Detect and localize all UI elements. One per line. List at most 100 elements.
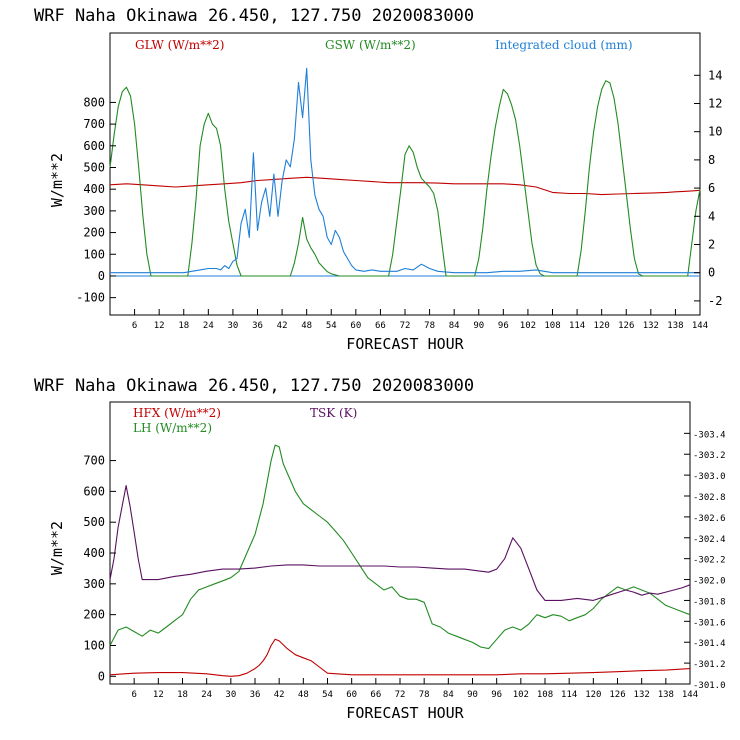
y-right-tick-label: -302.2 [693,556,726,566]
x-tick-label: 24 [201,690,212,700]
bottom-series [109,444,691,677]
x-tick-label: 12 [154,321,165,331]
x-tick-label: 30 [225,690,236,700]
y-right-tick-label: 10 [708,125,722,139]
x-tick-label: 6 [131,690,136,700]
x-tick-label: 114 [561,690,577,700]
x-tick-label: 48 [298,690,309,700]
bottom-chart-title: WRF Naha Okinawa 26.450, 127.750 2020083… [34,376,474,396]
top-legend-cloud: Integrated cloud (mm) [495,38,633,52]
x-tick-label: 6 [132,321,137,331]
top-y-axis-label: W/m**2 [48,153,66,207]
bottom-legend-tsk: TSK (K) [310,406,357,420]
x-tick-label: 120 [594,321,610,331]
x-tick-label: 18 [178,321,189,331]
x-tick-label: 84 [449,321,460,331]
x-tick-label: 102 [520,321,536,331]
top-x-axis-label: FORECAST HOUR [346,335,464,353]
top-chart-title: WRF Naha Okinawa 26.450, 127.750 2020083… [34,6,474,26]
y-right-tick-label: -302.6 [693,514,726,524]
top-legend-gsw: GSW (W/m**2) [325,38,416,52]
y-right-tick-label: 14 [708,68,722,82]
y-right-tick-label: -2 [708,294,722,308]
x-tick-label: 66 [370,690,381,700]
x-tick-label: 30 [227,321,238,331]
y-left-tick-label: 700 [83,117,105,131]
bottom-legend-lh: LH (W/m**2) [133,421,212,435]
bottom-panel: WRF Naha Okinawa 26.450, 127.750 2020083… [34,376,726,722]
y-left-tick-label: 400 [83,182,105,196]
x-tick-label: 24 [203,321,214,331]
y-left-tick-label: 0 [98,269,105,283]
y-right-tick-label: -301.0 [693,681,726,691]
y-right-tick-label: 0 [708,266,715,280]
top-series [109,67,701,277]
x-tick-label: 138 [667,321,683,331]
top-series-gsw [109,80,701,277]
x-tick-label: 120 [585,690,601,700]
bottom-x-axis-label: FORECAST HOUR [346,704,464,722]
y-left-tick-label: 700 [83,454,105,468]
y-right-tick-label: 12 [708,97,722,111]
x-tick-label: 48 [301,321,312,331]
x-tick-label: 12 [153,690,164,700]
top-series-integrated-cloud [110,67,700,274]
x-tick-label: 36 [250,690,261,700]
x-tick-label: 84 [443,690,454,700]
y-right-tick-label: -303.0 [693,472,726,482]
x-tick-label: 138 [658,690,674,700]
y-right-tick-label: -303.4 [693,430,726,440]
x-tick-label: 42 [274,690,285,700]
y-left-tick-label: -100 [76,291,105,305]
y-right-tick-label: -301.4 [693,639,726,649]
x-tick-label: 66 [375,321,386,331]
x-tick-label: 108 [544,321,560,331]
y-left-tick-label: 100 [83,638,105,652]
bottom-legend-hfx: HFX (W/m**2) [133,406,221,420]
y-right-tick-label: -302.8 [693,493,726,503]
x-tick-label: 18 [177,690,188,700]
x-tick-label: 132 [643,321,659,331]
y-left-tick-label: 500 [83,160,105,174]
x-tick-label: 126 [618,321,634,331]
y-left-tick-label: 300 [83,204,105,218]
x-tick-label: 54 [322,690,333,700]
top-panel: WRF Naha Okinawa 26.450, 127.750 2020083… [34,6,722,353]
y-left-tick-label: 200 [83,608,105,622]
y-right-tick-label: 6 [708,181,715,195]
bottom-plot-frame [109,401,691,685]
x-tick-label: 90 [467,690,478,700]
x-tick-label: 90 [473,321,484,331]
y-left-tick-label: 200 [83,226,105,240]
bottom-ticks: 6 12 18 24 30 36 42 48 54 60 66 72 78 84 90 96 102 108 114… [83,430,725,700]
x-tick-label: 108 [537,690,553,700]
x-tick-label: 60 [350,321,361,331]
y-right-tick-label: -303.2 [693,451,726,461]
x-tick-label: 96 [498,321,509,331]
y-left-tick-label: 600 [83,484,105,498]
x-tick-label: 36 [252,321,263,331]
x-tick-label: 72 [400,321,411,331]
top-series-glw [109,176,701,196]
y-left-tick-label: 600 [83,139,105,153]
x-tick-label: 72 [395,690,406,700]
y-left-tick-label: 100 [83,247,105,261]
y-right-tick-label: 2 [708,238,715,252]
y-right-tick-label: -301.2 [693,660,726,670]
top-ticks: 6 12 18 24 30 36 42 48 54 60 66 72 78 84 90 96 102 108 114… [76,68,722,331]
y-left-tick-label: 300 [83,577,105,591]
y-right-tick-label: -301.8 [693,597,726,607]
top-legend-glw: GLW (W/m**2) [135,38,224,52]
x-tick-label: 60 [346,690,357,700]
x-tick-label: 78 [424,321,435,331]
y-right-tick-label: -302.0 [693,577,726,587]
bottom-y-axis-label: W/m**2 [48,521,66,575]
y-left-tick-label: 0 [98,669,105,683]
y-right-tick-label: -302.4 [693,535,726,545]
y-left-tick-label: 400 [83,546,105,560]
x-tick-label: 102 [513,690,529,700]
bottom-series-tsk [109,485,691,601]
y-right-tick-label: 4 [708,209,715,223]
x-tick-label: 126 [609,690,625,700]
